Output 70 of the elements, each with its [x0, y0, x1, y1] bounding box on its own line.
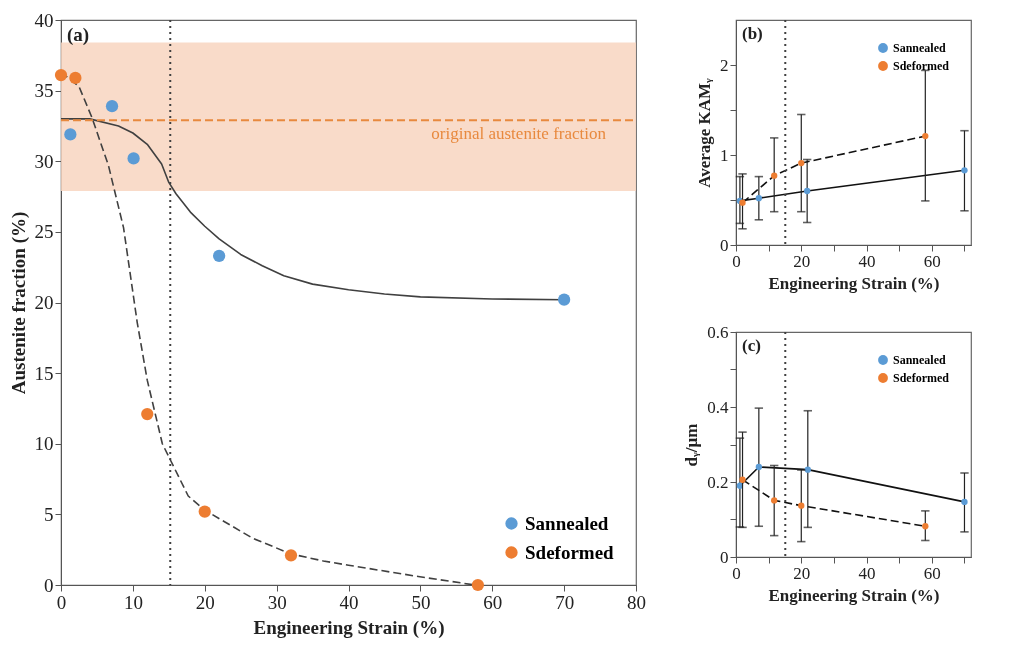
y-axis-title: dᵧ/µm	[682, 423, 702, 467]
point	[736, 482, 744, 489]
point	[771, 497, 778, 504]
point	[961, 167, 968, 174]
point	[922, 132, 929, 140]
point	[755, 463, 763, 471]
y-tick-label: 0	[720, 235, 729, 255]
point	[141, 407, 154, 421]
y-tick-label: 0.2	[707, 472, 729, 492]
point	[54, 68, 68, 82]
y-axis-title: Average KAMᵧ	[695, 77, 714, 188]
legend-label: Sannealed	[893, 41, 947, 55]
point	[798, 502, 805, 509]
point	[69, 71, 82, 85]
point	[739, 476, 746, 483]
x-tick-label: 40	[858, 251, 876, 271]
point	[803, 187, 811, 195]
y-tick-label: 30	[34, 150, 54, 172]
y-tick-label: 0.6	[707, 322, 729, 342]
x-tick-label: 40	[858, 563, 876, 583]
x-axis-title: Engineering Strain (%)	[253, 616, 445, 639]
y-tick-label: 35	[34, 80, 54, 102]
point	[198, 505, 211, 518]
x-tick-label: 50	[411, 591, 431, 613]
x-tick-label: 30	[267, 591, 287, 613]
legend-label: Sdeformed	[525, 541, 615, 563]
x-tick-label: 80	[627, 591, 646, 613]
y-axis-title: Austenite fraction (%)	[7, 211, 30, 395]
ref-line-label: original austenite fraction	[431, 124, 607, 144]
y-tick-label: 2	[720, 55, 729, 75]
point	[558, 293, 571, 306]
point	[804, 466, 811, 473]
x-axis-title: Engineering Strain (%)	[768, 585, 940, 605]
x-tick-label: 60	[923, 251, 941, 271]
x-tick-label: 60	[923, 563, 941, 583]
legend-label: Sannealed	[525, 512, 609, 534]
x-tick-label: 20	[793, 563, 811, 583]
x-tick-label: 70	[555, 591, 575, 613]
point	[105, 100, 119, 113]
y-tick-label: 5	[44, 503, 54, 525]
point	[127, 152, 140, 165]
annotation: (b)	[742, 24, 763, 43]
y-tick-label: 20	[34, 292, 54, 313]
y-tick-label: 0.4	[707, 397, 729, 417]
y-tick-label: 25	[34, 221, 54, 243]
x-tick-label: 20	[793, 251, 811, 271]
x-tick-label: 40	[339, 591, 359, 613]
y-tick-label: 0	[720, 547, 729, 567]
x-tick-label: 60	[483, 591, 503, 613]
y-tick-label: 10	[34, 433, 54, 455]
point	[922, 523, 929, 530]
point	[798, 159, 805, 167]
y-tick-label: 15	[34, 362, 54, 384]
point	[284, 549, 298, 562]
point	[213, 249, 226, 262]
point	[961, 498, 968, 506]
x-axis-title: Engineering Strain (%)	[768, 273, 940, 293]
legend-label: Sannealed	[893, 353, 947, 367]
point	[64, 128, 77, 141]
x-tick-label: 20	[195, 591, 215, 613]
y-tick-label: 40	[34, 9, 54, 31]
annotation: (c)	[742, 336, 761, 355]
x-tick-label: 10	[123, 591, 143, 613]
point	[471, 578, 484, 592]
legend-label: Sdeformed	[893, 371, 950, 385]
y-tick-label: 1	[720, 145, 729, 165]
point	[771, 172, 778, 179]
legend-label: Sdeformed	[893, 59, 950, 73]
annotation: (a)	[67, 24, 90, 46]
point	[755, 195, 763, 202]
